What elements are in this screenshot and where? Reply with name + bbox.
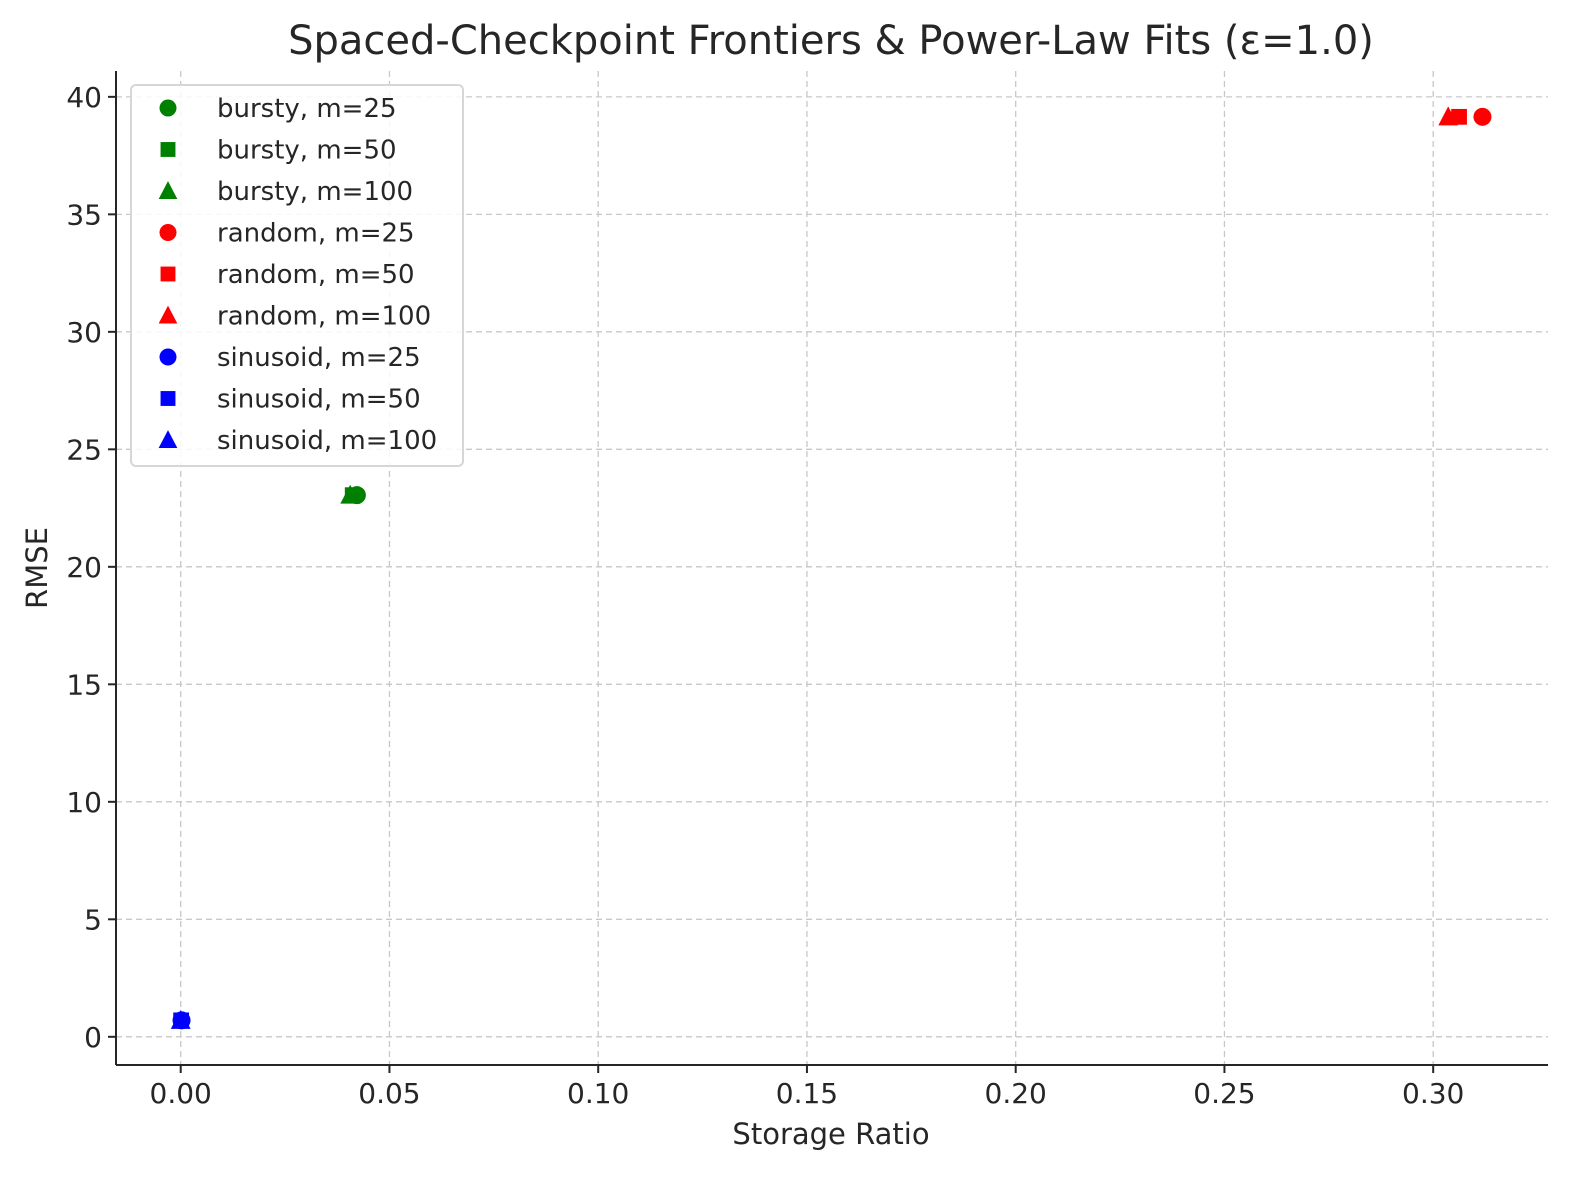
- legend-entry: bursty, m=50: [160, 136, 397, 166]
- x-tick-label: 0.15: [776, 1077, 838, 1110]
- x-tick-label: 0.00: [150, 1077, 212, 1110]
- legend-marker-square: [160, 266, 176, 282]
- y-tick-label: 5: [84, 903, 102, 936]
- legend-label: sinusoid, m=100: [217, 426, 437, 456]
- legend-label: random, m=25: [217, 219, 415, 249]
- legend-marker-circle: [159, 99, 177, 117]
- legend-label: bursty, m=25: [217, 94, 397, 124]
- legend-label: sinusoid, m=25: [217, 343, 421, 373]
- legend-label: bursty, m=100: [217, 177, 413, 207]
- legend: bursty, m=25 bursty, m=50 bursty, m=100 ran…: [130, 84, 464, 467]
- legend-entry: random, m=100: [158, 302, 431, 332]
- legend-marker-circle: [159, 224, 177, 241]
- legend-marker-square: [160, 142, 176, 157]
- legend-label: random, m=100: [217, 302, 431, 332]
- legend-entry: sinusoid, m=50: [160, 385, 421, 415]
- data-point-circle: [347, 486, 366, 505]
- data-points: [170, 106, 1492, 1030]
- x-tick-label: 0.25: [1193, 1077, 1255, 1110]
- chart-title: Spaced-Checkpoint Frontiers & Power-Law …: [288, 18, 1374, 64]
- data-point-circle: [1473, 107, 1492, 126]
- y-axis-label: RMSE: [20, 527, 54, 609]
- data-point-circle: [172, 1011, 191, 1030]
- x-axis-label: Storage Ratio: [732, 1117, 929, 1151]
- legend-marker-circle: [159, 348, 177, 366]
- legend-marker-triangle: [158, 305, 178, 324]
- legend-label: bursty, m=50: [217, 136, 397, 166]
- x-tick-label: 0.30: [1402, 1077, 1464, 1110]
- y-tick-label: 30: [66, 316, 102, 349]
- y-tick-label: 25: [66, 433, 102, 466]
- y-tick-label: 35: [66, 198, 102, 231]
- legend-entry: random, m=50: [160, 260, 415, 290]
- x-tick-label: 0.20: [985, 1077, 1047, 1110]
- data-point-square: [1451, 108, 1467, 125]
- y-tick-label: 15: [66, 668, 102, 701]
- legend-label: sinusoid, m=50: [217, 385, 421, 415]
- y-axis-ticks: 0 5 10 15 20 25 30 35 40: [66, 81, 116, 1054]
- legend-entry: sinusoid, m=100: [158, 426, 437, 456]
- legend-entry: bursty, m=25: [159, 94, 397, 124]
- legend-entry: bursty, m=100: [158, 177, 413, 207]
- y-tick-label: 0: [84, 1021, 102, 1054]
- legend-entry: sinusoid, m=25: [159, 343, 421, 373]
- legend-marker-square: [160, 391, 176, 406]
- legend-entry: random, m=25: [159, 219, 415, 249]
- x-axis-ticks: 0.00 0.05 0.10 0.15 0.20 0.25 0.30: [150, 1065, 1464, 1110]
- legend-frame: [130, 84, 464, 467]
- x-tick-label: 0.10: [567, 1077, 629, 1110]
- legend-marker-triangle: [158, 181, 178, 200]
- legend-marker-triangle: [158, 430, 178, 449]
- y-tick-label: 40: [66, 81, 102, 114]
- x-tick-label: 0.05: [358, 1077, 420, 1110]
- legend-label: random, m=50: [217, 260, 415, 290]
- y-tick-label: 10: [66, 786, 102, 819]
- y-tick-label: 20: [66, 551, 102, 584]
